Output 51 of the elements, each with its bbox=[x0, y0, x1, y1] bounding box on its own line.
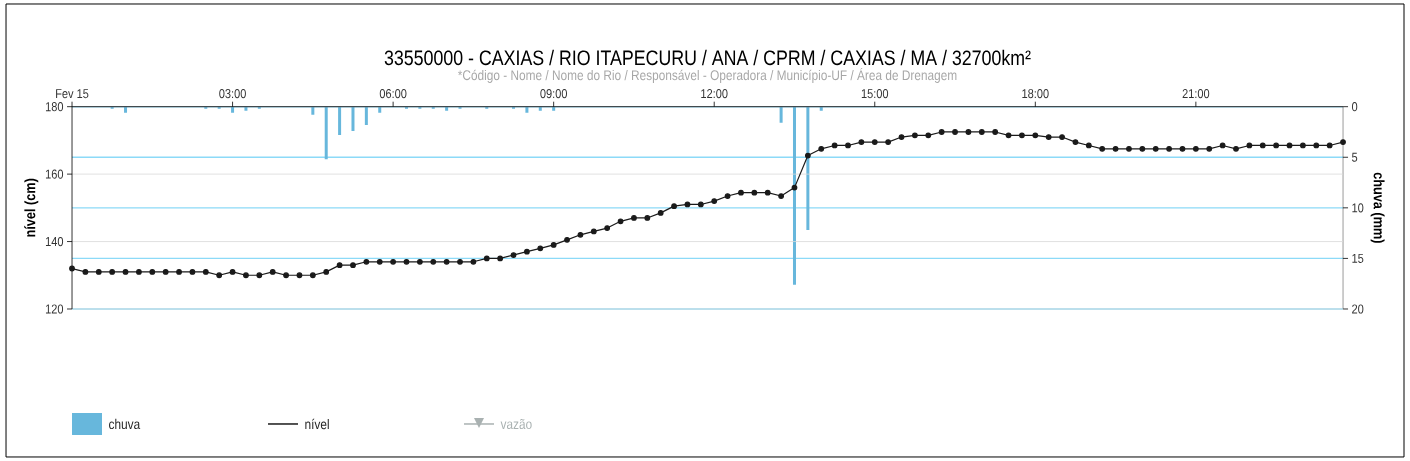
bar bbox=[445, 106, 449, 111]
bar bbox=[338, 106, 342, 136]
y-axis-title: nível (cm) bbox=[24, 178, 39, 237]
legend-label: vazão bbox=[500, 418, 532, 430]
bar bbox=[244, 106, 248, 111]
y-tick-label: 120 bbox=[45, 304, 64, 314]
chart-subtitle: *Código - Nome / Nome do Rio / Responsável - Operadora / Município-UF / Área de Drenagem bbox=[457, 67, 957, 83]
bar bbox=[110, 106, 114, 109]
y-tick-label: 140 bbox=[45, 236, 64, 247]
legend-label: nível bbox=[305, 418, 329, 430]
y2-tick-label: 10 bbox=[1352, 203, 1364, 213]
y-tick-label: 160 bbox=[45, 169, 64, 179]
bar bbox=[405, 106, 408, 109]
x-tick-label: 06:00 bbox=[379, 88, 407, 99]
x-tick-label: 12:00 bbox=[701, 88, 728, 99]
bar bbox=[418, 106, 422, 109]
bar bbox=[525, 106, 529, 113]
bar bbox=[364, 106, 368, 125]
bar bbox=[431, 106, 435, 109]
bar bbox=[819, 106, 823, 111]
bar bbox=[806, 106, 810, 231]
y2-tick-label: 20 bbox=[1352, 304, 1364, 314]
bar bbox=[311, 106, 315, 115]
y2-tick-label: 15 bbox=[1352, 253, 1364, 263]
bar bbox=[231, 106, 235, 113]
x-tick-label: 09:00 bbox=[540, 88, 568, 99]
x-tick-label: Fev 15 bbox=[56, 89, 89, 99]
y2-tick-label: 0 bbox=[1351, 102, 1358, 112]
bar bbox=[351, 106, 355, 131]
bar bbox=[552, 106, 556, 111]
x-tick-label: 15:00 bbox=[861, 88, 889, 99]
bar bbox=[217, 106, 221, 109]
bar bbox=[458, 106, 462, 109]
bar bbox=[324, 106, 328, 160]
bar bbox=[257, 106, 261, 109]
chart-title: 33550000 - CAXIAS / RIO ITAPECURU / ANA / CPRM / CAXIAS / MA / 32700km² bbox=[384, 49, 1031, 66]
x-tick-label: 21:00 bbox=[1182, 88, 1210, 99]
bar bbox=[485, 106, 489, 109]
legend-label: chuva bbox=[109, 418, 141, 430]
bar bbox=[792, 106, 796, 285]
y-tick-label: 180 bbox=[45, 102, 64, 112]
x-tick-label: 18:00 bbox=[1022, 88, 1049, 99]
bar bbox=[512, 106, 516, 109]
bar bbox=[204, 106, 208, 109]
x-tick-label: 03:00 bbox=[219, 88, 246, 99]
y2-axis-title: chuva (mm) bbox=[1370, 172, 1385, 243]
bar bbox=[378, 106, 382, 113]
bar bbox=[538, 106, 542, 111]
bar bbox=[779, 106, 783, 123]
y2-tick-label: 5 bbox=[1351, 152, 1358, 162]
bar bbox=[124, 106, 128, 113]
